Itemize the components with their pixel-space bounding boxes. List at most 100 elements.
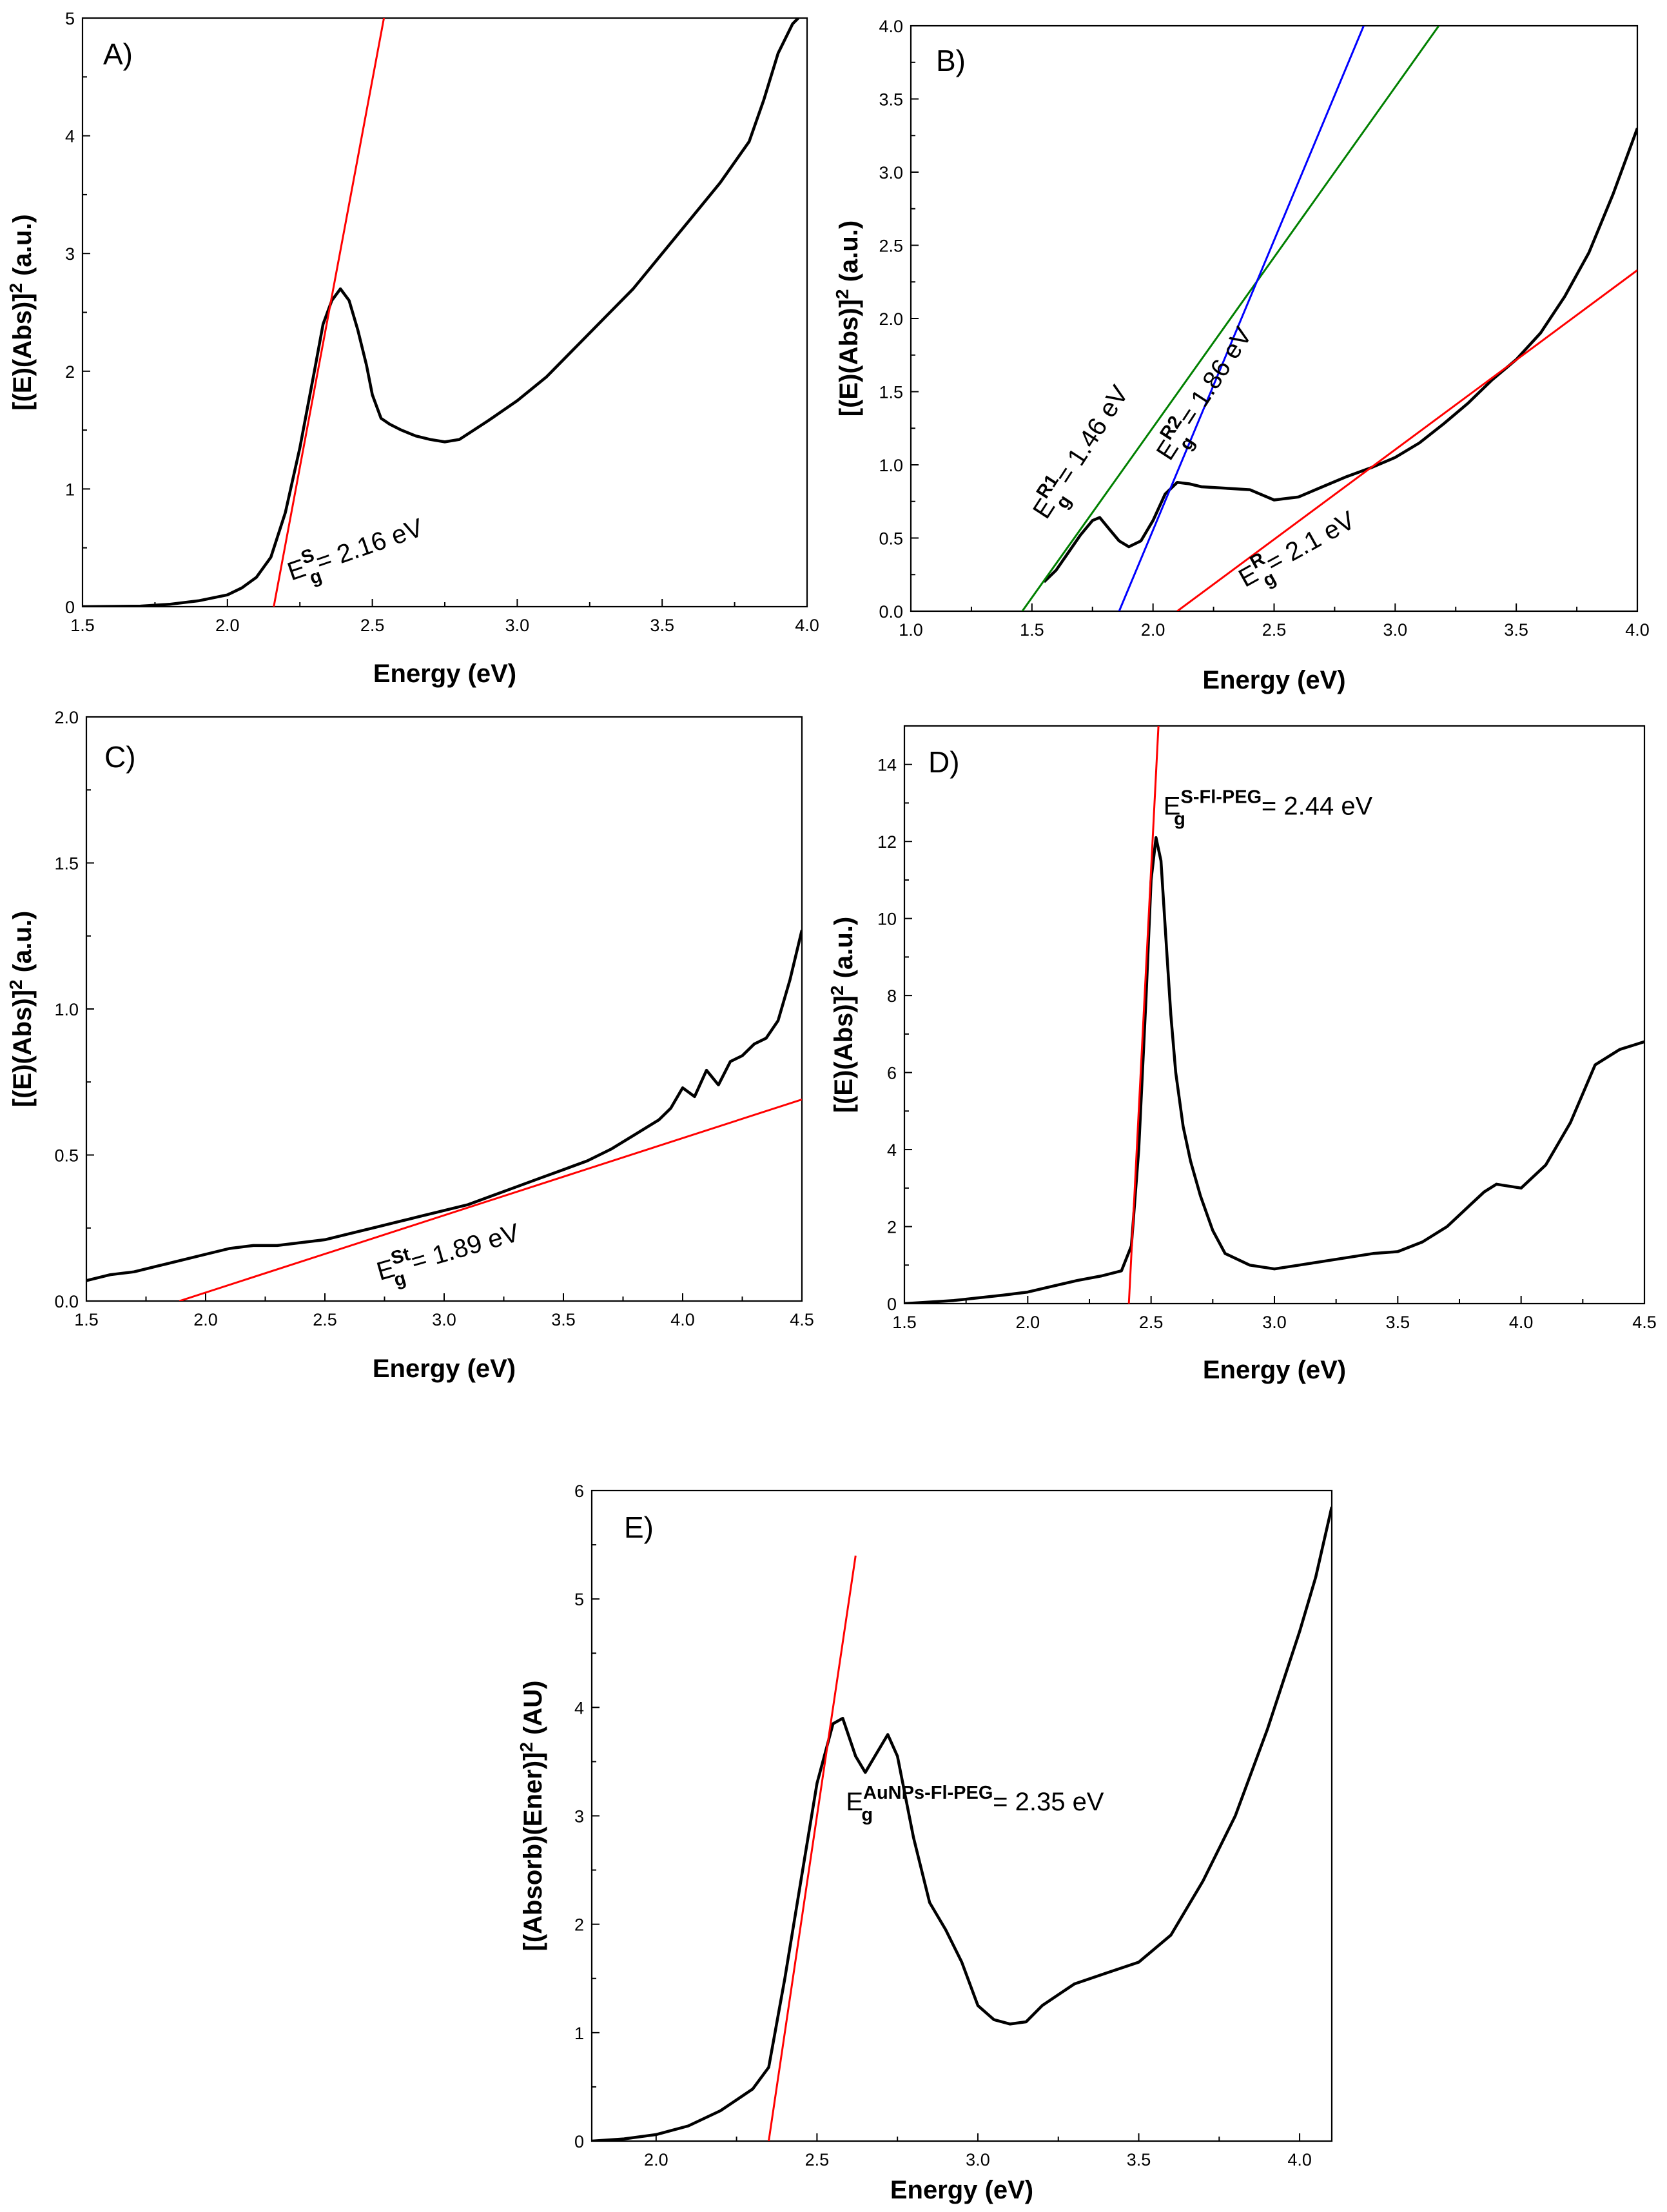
band-gap-annotation: EStg= 1.89 eV [372, 1213, 525, 1295]
y-tick-label: 3.5 [879, 90, 903, 110]
x-tick-label: 3.5 [1127, 2150, 1151, 2169]
x-tick-label: 4.0 [795, 616, 819, 635]
y-tick-label: 1.0 [879, 456, 903, 475]
x-tick-label: 1.5 [1020, 620, 1044, 640]
plot-frame [85, 716, 803, 1302]
fit-line [273, 18, 385, 607]
y-tick-label: 0 [887, 1295, 897, 1314]
y-tick-label: 4.0 [879, 17, 903, 36]
y-tick-label: 1.0 [54, 1000, 79, 1019]
x-axis-title: Energy (eV) [1202, 666, 1345, 694]
band-gap-annotation: EAuNPs-Fl-PEG g = 2.35 eV [846, 1783, 1104, 1825]
y-tick-label: 5 [574, 1590, 584, 1609]
data-series-line [83, 18, 800, 607]
y-tick-label: 3.0 [879, 163, 903, 182]
fit-line [1127, 726, 1160, 1304]
x-tick-label: 2.5 [805, 2150, 830, 2169]
chart-panel-b: 1.0 1.5 2.0 2.5 3.0 3.5 4.0 0.0 0.5 1.0 1.5 2.0 2.5 3… [832, 17, 1650, 694]
x-tick-label: 3.0 [432, 1310, 456, 1329]
fit-line [179, 1098, 802, 1301]
x-tick-label: 4.0 [1625, 620, 1650, 640]
chart-panel-d: 1.5 2.0 2.5 3.0 3.5 4.0 4.5 0 2 4 6 8 10 12 14 Energy (… [827, 725, 1657, 1384]
panel-label: A) [103, 37, 133, 71]
y-tick-label: 3 [574, 1807, 584, 1826]
y-tick-label: 0.0 [54, 1292, 79, 1311]
y-tick-label: 2 [574, 1915, 584, 1935]
y-tick-label: 1 [65, 480, 75, 499]
y-tick-label: 5 [65, 9, 75, 28]
band-gap-annotation: ES-Fl-PEG g = 2.44 eV [1164, 787, 1373, 829]
plot-frame [590, 1489, 1333, 2142]
x-tick-label: 1.5 [70, 616, 95, 635]
y-tick-label: 1.5 [54, 854, 79, 874]
x-tick-label: 2.0 [193, 1310, 218, 1329]
data-series-line [904, 836, 1644, 1304]
x-tick-label: 3.5 [650, 616, 674, 635]
y-tick-label: 0.5 [54, 1146, 79, 1166]
y-tick-label: 0 [574, 2132, 584, 2151]
y-tick-label: 12 [877, 832, 897, 852]
y-tick-label: 8 [887, 986, 897, 1006]
band-gap-annotation: ER2g= 1.86 eV [1147, 319, 1265, 470]
x-axis-title: Energy (eV) [890, 2176, 1033, 2204]
x-tick-label: 4.5 [790, 1310, 814, 1329]
x-tick-label: 1.0 [899, 620, 923, 640]
y-axis-title: [(E)(Abs)]2 (a.u.) [827, 917, 858, 1113]
y-tick-label: 1 [574, 2024, 584, 2043]
x-tick-label: 2.0 [644, 2150, 668, 2169]
y-tick-label: 6 [574, 1482, 584, 1501]
plot-frame [81, 17, 808, 608]
y-axis-title: [(E)(Abs)]2 (a.u.) [6, 214, 37, 410]
panel-label: E) [624, 1511, 654, 1544]
x-axis-title: Energy (eV) [373, 660, 516, 688]
x-tick-label: 2.5 [360, 616, 385, 635]
x-tick-label: 3.0 [966, 2150, 990, 2169]
x-tick-label: 3.0 [505, 616, 530, 635]
plot-frame [910, 24, 1639, 612]
x-tick-label: 2.5 [1139, 1313, 1164, 1332]
y-tick-label: 10 [877, 910, 897, 929]
x-axis-title: Energy (eV) [1203, 1356, 1346, 1384]
chart-panel-a: 1.5 2.0 2.5 3.0 3.5 4.0 0 1 2 3 4 5 Energy (eV) [(E)(… [6, 9, 819, 688]
band-gap-annotation: ER1g= 1.46 eV [1023, 378, 1142, 529]
y-tick-label: 4 [65, 127, 75, 146]
panel-label: C) [104, 740, 136, 774]
y-tick-label: 1.5 [879, 383, 903, 402]
y-tick-label: 0 [65, 598, 75, 617]
y-tick-label: 2.0 [879, 309, 903, 329]
y-tick-label: 6 [887, 1064, 897, 1083]
y-tick-label: 14 [877, 756, 897, 775]
y-axis-title: [(Absorb)(Ener)]2 (AU) [516, 1681, 547, 1952]
band-gap-annotation: ERg= 2.1 eV [1232, 502, 1365, 601]
y-tick-label: 2.5 [879, 237, 903, 256]
x-tick-label: 3.0 [1383, 620, 1408, 640]
x-tick-label: 4.0 [1287, 2150, 1312, 2169]
panel-label: D) [928, 745, 960, 779]
x-tick-label: 1.5 [74, 1310, 99, 1329]
chart-panel-c: 1.5 2.0 2.5 3.0 3.5 4.0 4.5 0.0 0.5 1.0 1.5 2.0 Ener… [6, 708, 814, 1383]
x-tick-label: 1.5 [892, 1313, 917, 1332]
y-axis-title: [(E)(Abs)]2 (a.u.) [832, 220, 863, 416]
x-tick-label: 2.0 [1016, 1313, 1040, 1332]
x-tick-label: 2.0 [1141, 620, 1165, 640]
x-tick-label: 2.5 [313, 1310, 337, 1329]
x-tick-label: 3.5 [1386, 1313, 1410, 1332]
x-tick-label: 4.0 [1509, 1313, 1534, 1332]
y-axis-title: [(E)(Abs)]2 (a.u.) [6, 911, 37, 1107]
y-tick-label: 4 [887, 1140, 897, 1160]
x-tick-label: 3.5 [551, 1310, 576, 1329]
y-tick-label: 0.0 [879, 602, 903, 622]
y-tick-label: 2 [65, 362, 75, 382]
y-tick-label: 2.0 [54, 708, 79, 727]
x-tick-label: 4.5 [1632, 1313, 1657, 1332]
fit-line [1021, 26, 1440, 611]
x-tick-label: 3.5 [1504, 620, 1528, 640]
fit-line [1118, 26, 1365, 611]
chart-panel-e: 2.0 2.5 3.0 3.5 4.0 0 1 2 3 4 5 6 Energy (eV) [(Absor… [516, 1482, 1333, 2204]
x-axis-title: Energy (eV) [373, 1355, 516, 1383]
data-series-line [592, 1506, 1332, 2141]
data-series-line [86, 930, 802, 1282]
x-tick-label: 2.5 [1262, 620, 1287, 640]
band-gap-annotation: ESg= 2.16 eV [282, 509, 430, 595]
